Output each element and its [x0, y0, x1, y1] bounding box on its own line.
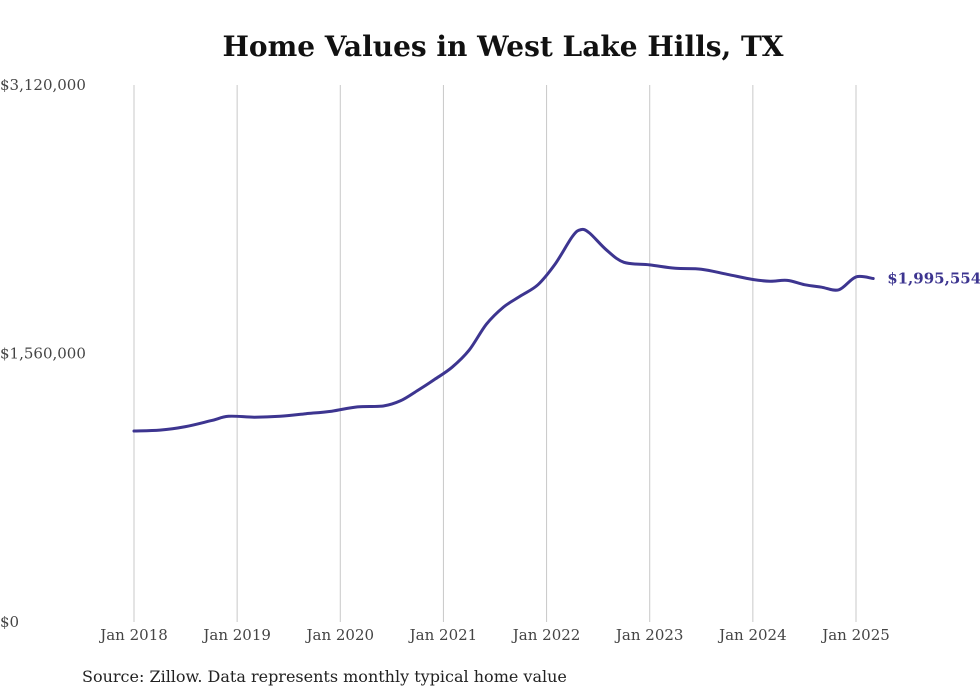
x-axis: Jan 2018 Jan 2019 Jan 2020 Jan 2021 Jan 2022…: [98, 626, 890, 644]
home-value-line: [132, 227, 875, 433]
y-axis: $0 $1,560,000 $3,120,000: [0, 76, 86, 631]
end-value-label: $1,995,554: [887, 270, 980, 288]
y-tick-label: $0: [0, 613, 19, 631]
source-note: Source: Zillow. Data represents monthly …: [82, 667, 567, 686]
chart-title: Home Values in West Lake Hills, TX: [222, 30, 784, 63]
x-tick-label: Jan 2019: [201, 626, 271, 644]
x-tick-label: Jan 2020: [305, 626, 375, 644]
x-tick-label: Jan 2021: [408, 626, 478, 644]
x-tick-label: Jan 2023: [614, 626, 684, 644]
y-tick-label: $3,120,000: [0, 76, 86, 94]
x-tick-label: Jan 2025: [820, 626, 890, 644]
x-tick-label: Jan 2018: [98, 626, 168, 644]
grid-lines: [133, 85, 857, 622]
x-tick-label: Jan 2022: [511, 626, 581, 644]
y-tick-label: $1,560,000: [0, 345, 86, 363]
x-tick-label: Jan 2024: [717, 626, 787, 644]
series-group: $1,995,554: [132, 227, 980, 433]
